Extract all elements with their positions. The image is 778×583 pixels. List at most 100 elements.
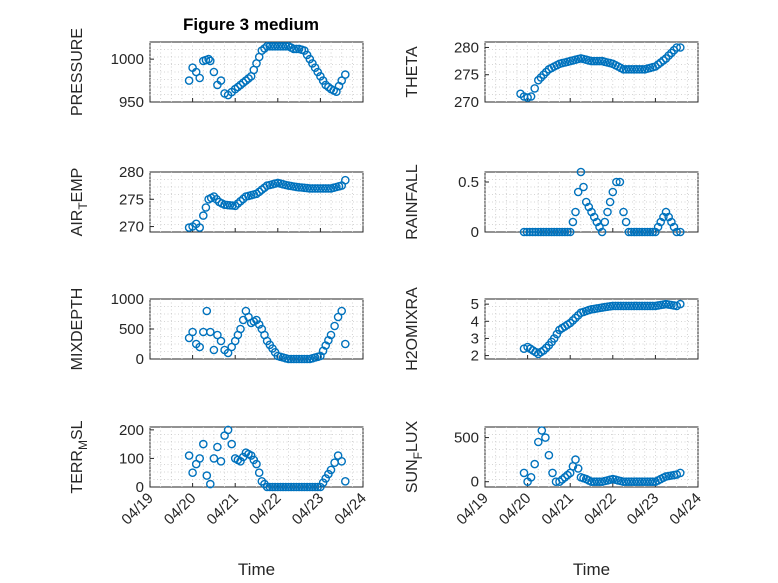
y-tick-label: 270 bbox=[454, 94, 479, 111]
data-point bbox=[672, 227, 682, 237]
data-point bbox=[340, 476, 350, 486]
data-point bbox=[252, 459, 261, 469]
data-point bbox=[198, 211, 208, 220]
data-point bbox=[198, 439, 208, 449]
data-point bbox=[619, 207, 628, 217]
data-point bbox=[230, 201, 240, 211]
y-axis-label-4: MIXDEPTH bbox=[69, 288, 86, 371]
data-point bbox=[539, 70, 548, 79]
data-point bbox=[273, 42, 283, 51]
data-point bbox=[576, 167, 586, 177]
data-point bbox=[635, 301, 644, 311]
y-axis-label-3: RAINFALL bbox=[404, 164, 421, 240]
data-point bbox=[204, 54, 213, 64]
data-point bbox=[227, 439, 236, 449]
data-point bbox=[632, 477, 642, 487]
x-axis-label: Time bbox=[238, 560, 275, 579]
data-point bbox=[603, 207, 612, 217]
data-point bbox=[635, 227, 644, 237]
data-point bbox=[318, 76, 328, 85]
data-point bbox=[635, 65, 644, 74]
data-point bbox=[635, 477, 644, 487]
data-point bbox=[223, 425, 233, 435]
data-point bbox=[560, 472, 570, 482]
data-point bbox=[324, 469, 333, 479]
data-point bbox=[326, 465, 336, 475]
data-point bbox=[213, 442, 222, 452]
data-point bbox=[595, 222, 604, 232]
data-point bbox=[278, 42, 288, 51]
y-tick-label: 1000 bbox=[111, 51, 144, 68]
data-point bbox=[286, 354, 296, 364]
data-point bbox=[544, 450, 554, 460]
data-point bbox=[281, 42, 291, 51]
data-point bbox=[581, 197, 591, 207]
data-point bbox=[308, 59, 317, 68]
y-tick-label: 3 bbox=[471, 330, 479, 347]
data-point bbox=[308, 482, 317, 492]
data-point bbox=[205, 479, 215, 489]
data-point bbox=[643, 227, 652, 237]
data-point bbox=[557, 227, 567, 237]
y-tick-label: 270 bbox=[119, 219, 144, 236]
data-point bbox=[188, 327, 197, 337]
data-point bbox=[571, 455, 580, 464]
data-point bbox=[316, 184, 325, 193]
subplot-air-temp: 270 275 280 AIRTEMP bbox=[69, 164, 364, 236]
data-point bbox=[316, 482, 325, 492]
y-tick-label: 500 bbox=[454, 430, 479, 447]
data-point bbox=[624, 65, 634, 74]
data-point bbox=[276, 482, 285, 492]
data-point bbox=[294, 482, 304, 492]
data-point bbox=[608, 187, 618, 197]
data-point bbox=[526, 92, 536, 101]
data-point bbox=[236, 324, 245, 334]
data-point bbox=[629, 477, 639, 487]
data-point bbox=[676, 468, 685, 478]
data-point bbox=[637, 477, 647, 487]
data-point bbox=[276, 42, 285, 51]
data-point bbox=[321, 184, 331, 193]
y-tick-label: 1000 bbox=[111, 291, 144, 308]
data-point bbox=[645, 301, 655, 311]
data-point bbox=[627, 227, 636, 237]
data-point bbox=[305, 482, 315, 492]
data-point bbox=[661, 54, 671, 63]
data-point bbox=[262, 482, 272, 492]
data-point bbox=[624, 227, 634, 237]
data-point bbox=[667, 48, 676, 58]
y-tick-label: 500 bbox=[119, 321, 144, 338]
data-point bbox=[281, 482, 291, 492]
data-point bbox=[637, 65, 647, 74]
data-point bbox=[637, 227, 647, 237]
data-point bbox=[645, 477, 655, 487]
data-point bbox=[241, 76, 251, 85]
data-point bbox=[632, 301, 642, 311]
data-point bbox=[597, 227, 607, 237]
y-tick-label: 200 bbox=[119, 422, 144, 439]
data-point bbox=[310, 63, 320, 72]
data-point bbox=[216, 336, 226, 346]
data-point bbox=[643, 301, 652, 311]
data-point bbox=[648, 477, 658, 487]
data-point bbox=[560, 227, 570, 237]
y-tick-label: 275 bbox=[454, 67, 479, 84]
data-point bbox=[326, 330, 336, 340]
data-point bbox=[615, 177, 625, 187]
data-point bbox=[530, 84, 540, 93]
data-point bbox=[233, 199, 243, 208]
data-point bbox=[337, 306, 347, 316]
data-point bbox=[534, 437, 543, 447]
data-point bbox=[289, 354, 299, 364]
data-point bbox=[184, 451, 194, 460]
data-point bbox=[195, 342, 204, 352]
data-point bbox=[252, 315, 261, 325]
data-point bbox=[205, 56, 215, 66]
data-point bbox=[302, 354, 312, 364]
data-point bbox=[571, 207, 580, 217]
data-point bbox=[292, 44, 301, 54]
data-point bbox=[286, 482, 296, 492]
data-point bbox=[573, 187, 583, 197]
data-point bbox=[611, 301, 620, 311]
